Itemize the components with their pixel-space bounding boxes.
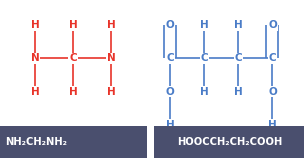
Text: O: O [166, 87, 174, 97]
Text: H: H [31, 20, 39, 30]
Text: C: C [234, 53, 242, 64]
Text: C: C [166, 53, 174, 64]
Text: O: O [268, 87, 277, 97]
Text: N: N [31, 53, 39, 64]
Text: N: N [107, 53, 115, 64]
Text: H: H [69, 20, 77, 30]
Text: C: C [200, 53, 208, 64]
Text: C: C [268, 53, 276, 64]
Text: C: C [69, 53, 77, 64]
Bar [0, 126, 147, 158]
Text: H: H [31, 87, 39, 97]
Text: H: H [69, 87, 77, 97]
Text: O: O [268, 20, 277, 30]
Text: H: H [200, 20, 209, 30]
Bar [154, 126, 304, 158]
Text: NH₂CH₂NH₂: NH₂CH₂NH₂ [5, 137, 67, 147]
Text: H: H [107, 87, 115, 97]
Text: O: O [166, 20, 174, 30]
Text: H: H [200, 87, 209, 97]
Text: HOOCCH₂CH₂COOH: HOOCCH₂CH₂COOH [177, 137, 282, 147]
Text: H: H [234, 87, 243, 97]
Text: H: H [234, 20, 243, 30]
Text: H: H [268, 120, 277, 130]
Text: H: H [107, 20, 115, 30]
Text: H: H [166, 120, 174, 130]
